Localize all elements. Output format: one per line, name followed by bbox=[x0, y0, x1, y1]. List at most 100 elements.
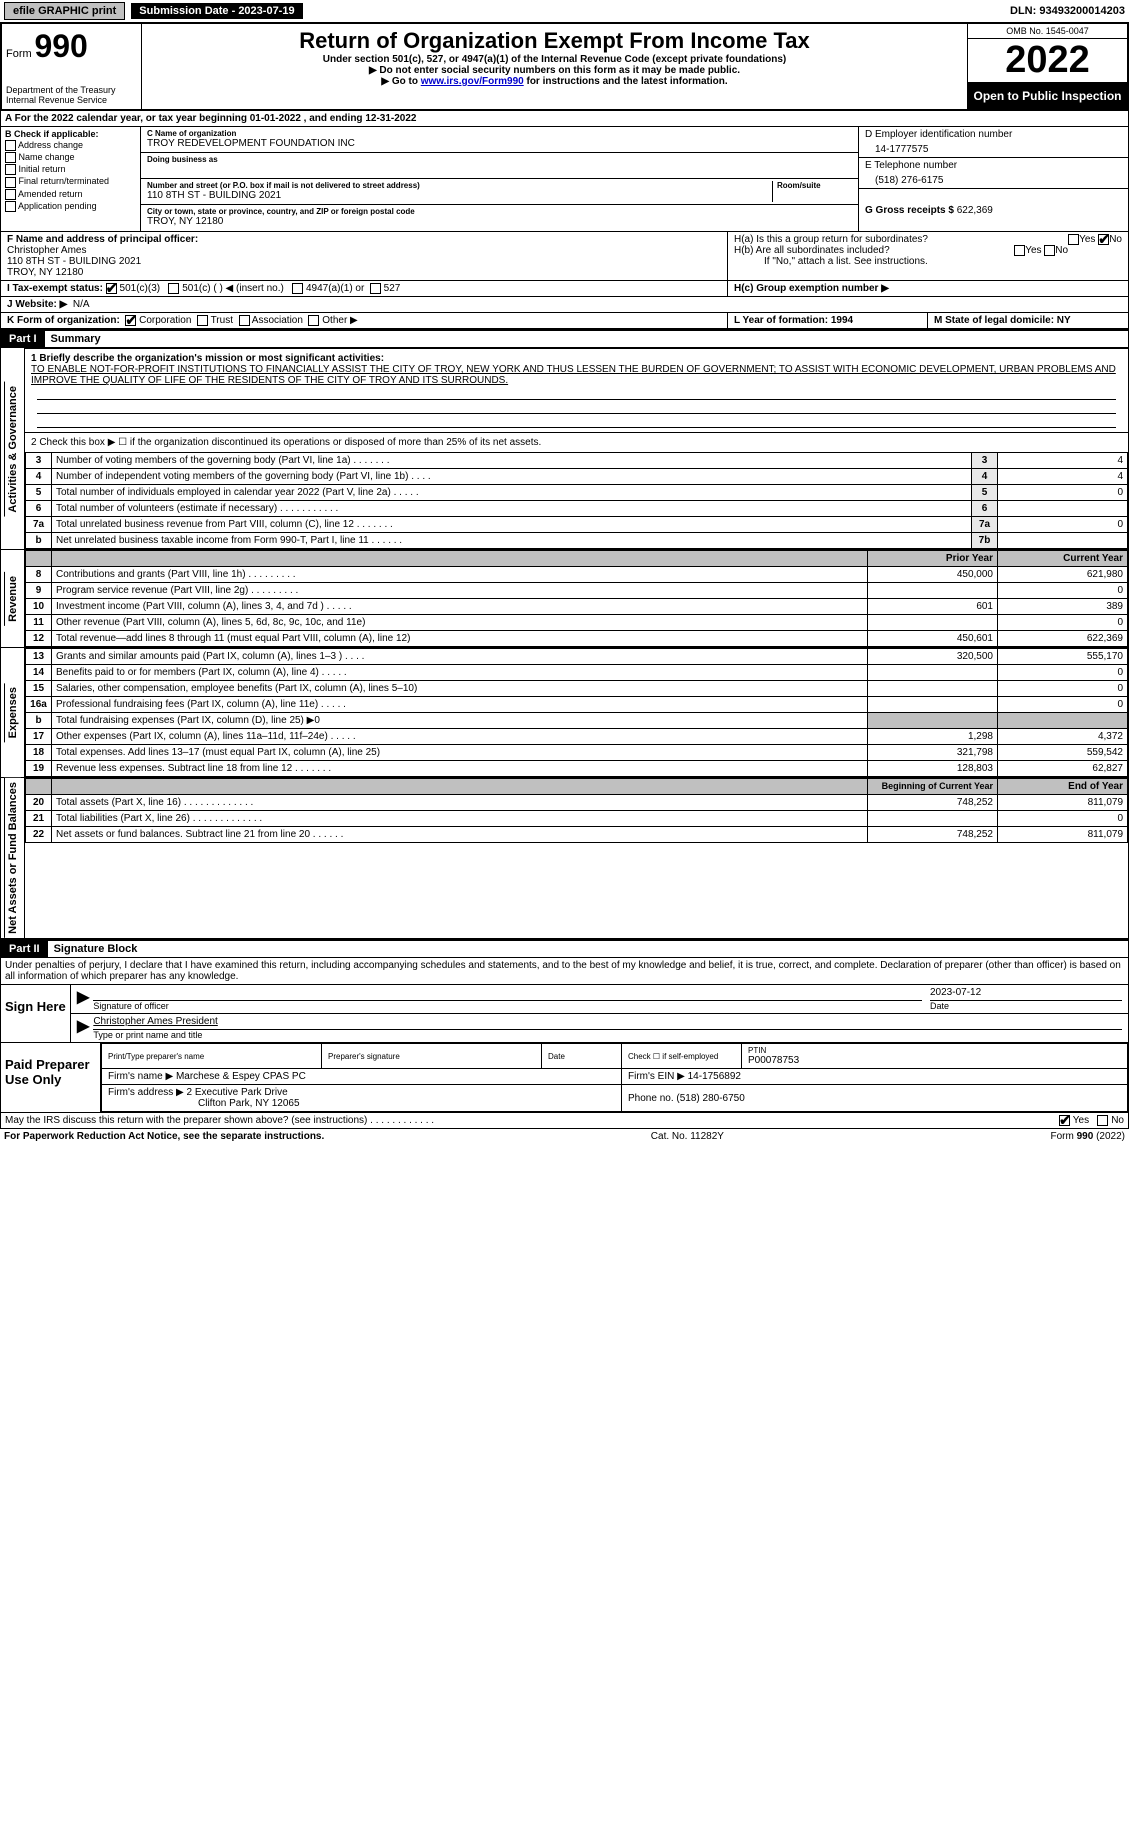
ha-no-box[interactable] bbox=[1098, 234, 1109, 245]
table-row: 8Contributions and grants (Part VIII, li… bbox=[26, 567, 1128, 583]
paid-label: Paid Preparer Use Only bbox=[1, 1043, 101, 1112]
table-row: 17Other expenses (Part IX, column (A), l… bbox=[26, 729, 1128, 745]
assoc-box[interactable] bbox=[239, 315, 250, 326]
table-row: 13Grants and similar amounts paid (Part … bbox=[26, 649, 1128, 665]
room-label: Room/suite bbox=[777, 181, 852, 190]
hc-label: H(c) Group exemption number ▶ bbox=[734, 283, 889, 294]
chk-address[interactable]: Address change bbox=[5, 140, 136, 151]
part1-header: Part I Summary bbox=[0, 329, 1129, 348]
row-j: J Website: ▶ N/A bbox=[0, 297, 1129, 313]
website-row: J Website: ▶ N/A bbox=[1, 297, 1128, 312]
sub3-post: for instructions and the latest informat… bbox=[524, 76, 728, 87]
table-row: 11Other revenue (Part VIII, column (A), … bbox=[26, 615, 1128, 631]
chk-name[interactable]: Name change bbox=[5, 152, 136, 163]
governance-section: Activities & Governance 1 Briefly descri… bbox=[0, 348, 1129, 550]
officer-info: F Name and address of principal officer:… bbox=[1, 232, 728, 280]
row-a-text: A For the 2022 calendar year, or tax yea… bbox=[5, 113, 416, 124]
dba-cell: Doing business as bbox=[141, 153, 858, 179]
chk-amended[interactable]: Amended return bbox=[5, 189, 136, 200]
blank-line-1 bbox=[37, 386, 1116, 400]
ha-row: H(a) Is this a group return for subordin… bbox=[734, 234, 1122, 245]
tax-status: I Tax-exempt status: 501(c)(3) 501(c) ( … bbox=[1, 281, 728, 296]
date-label: Date bbox=[930, 1001, 1122, 1011]
q2: 2 Check this box ▶ ☐ if the organization… bbox=[25, 432, 1128, 452]
part1-title: Summary bbox=[45, 333, 101, 345]
firm-name-cell: Firm's name ▶ Marchese & Espey CPAS PC bbox=[102, 1069, 622, 1085]
pt-name-cell: Print/Type preparer's name bbox=[102, 1044, 322, 1069]
ein-value: 14-1777575 bbox=[865, 140, 1122, 155]
dln: DLN: 93493200014203 bbox=[1010, 5, 1125, 17]
hb-row: H(b) Are all subordinates included? Yes … bbox=[734, 245, 1122, 256]
street-cell: Number and street (or P.O. box if mail i… bbox=[141, 179, 858, 205]
efile-button[interactable]: efile GRAPHIC print bbox=[4, 2, 125, 20]
paid-preparer-block: Paid Preparer Use Only Print/Type prepar… bbox=[0, 1043, 1129, 1113]
phone-value: (518) 276-6175 bbox=[865, 171, 1122, 186]
501c3-box[interactable] bbox=[106, 283, 117, 294]
501c-box[interactable] bbox=[168, 283, 179, 294]
name-title-row: ▶ Christopher Ames President Type or pri… bbox=[71, 1014, 1128, 1042]
ha-yes-box[interactable] bbox=[1068, 234, 1079, 245]
table-header-row: Prior YearCurrent Year bbox=[26, 551, 1128, 567]
irs-link[interactable]: www.irs.gov/Form990 bbox=[421, 76, 524, 87]
table-row: 15Salaries, other compensation, employee… bbox=[26, 681, 1128, 697]
hb-no-box[interactable] bbox=[1044, 245, 1055, 256]
may-irs-row: May the IRS discuss this return with the… bbox=[0, 1113, 1129, 1129]
527-box[interactable] bbox=[370, 283, 381, 294]
table-row: 22Net assets or fund balances. Subtract … bbox=[26, 827, 1128, 843]
may-no-box[interactable] bbox=[1097, 1115, 1108, 1126]
hc-row: H(c) Group exemption number ▶ bbox=[728, 281, 1128, 296]
row-i: I Tax-exempt status: 501(c)(3) 501(c) ( … bbox=[0, 281, 1129, 297]
net-assets-section: Net Assets or Fund Balances Beginning of… bbox=[0, 778, 1129, 939]
city-label: City or town, state or province, country… bbox=[147, 207, 852, 216]
ha-label: H(a) Is this a group return for subordin… bbox=[734, 234, 928, 245]
chk-initial[interactable]: Initial return bbox=[5, 164, 136, 175]
corp-box[interactable] bbox=[125, 315, 136, 326]
website-value: N/A bbox=[73, 299, 90, 310]
hb-yes-box[interactable] bbox=[1014, 245, 1025, 256]
part2-header: Part II Signature Block bbox=[0, 939, 1129, 958]
gross-value: 622,369 bbox=[957, 205, 993, 216]
may-irs-text: May the IRS discuss this return with the… bbox=[5, 1115, 1059, 1126]
trust-box[interactable] bbox=[197, 315, 208, 326]
part2-badge: Part II bbox=[1, 941, 48, 957]
governance-table: 3Number of voting members of the governi… bbox=[25, 452, 1128, 549]
firm-addr-cell: Firm's address ▶ 2 Executive Park Drive … bbox=[102, 1085, 622, 1112]
form-label: Form bbox=[6, 48, 32, 60]
4947-box[interactable] bbox=[292, 283, 303, 294]
pt-check-cell[interactable]: Check ☐ if self-employed bbox=[622, 1044, 742, 1069]
arrow-icon: ▶ bbox=[77, 987, 89, 1011]
other-box[interactable] bbox=[308, 315, 319, 326]
col-b-checkboxes: B Check if applicable: Address change Na… bbox=[1, 127, 141, 231]
firm-phone-cell: Phone no. (518) 280-6750 bbox=[622, 1085, 1128, 1112]
arrow-icon-2: ▶ bbox=[77, 1016, 89, 1040]
chk-final[interactable]: Final return/terminated bbox=[5, 176, 136, 187]
chk-pending[interactable]: Application pending bbox=[5, 201, 136, 212]
f-label: F Name and address of principal officer: bbox=[7, 234, 198, 245]
subtitle-2: ▶ Do not enter social security numbers o… bbox=[146, 65, 963, 76]
hb-note: If "No," attach a list. See instructions… bbox=[734, 256, 1122, 267]
type-label: Type or print name and title bbox=[93, 1030, 1122, 1040]
org-name-label: C Name of organization bbox=[147, 129, 852, 138]
may-yes-box[interactable] bbox=[1059, 1115, 1070, 1126]
subtitle-1: Under section 501(c), 527, or 4947(a)(1)… bbox=[146, 54, 963, 65]
table-row: 3Number of voting members of the governi… bbox=[26, 453, 1128, 469]
part2-title: Signature Block bbox=[48, 943, 138, 955]
sig-officer-row: ▶ Signature of officer 2023-07-12 Date bbox=[71, 985, 1128, 1014]
form-header: Form 990 Department of the Treasury Inte… bbox=[0, 23, 1129, 111]
table-row: 6Total number of volunteers (estimate if… bbox=[26, 501, 1128, 517]
blank-line-3 bbox=[37, 414, 1116, 428]
side-governance: Activities & Governance bbox=[1, 348, 25, 549]
omb-number: OMB No. 1545-0047 bbox=[968, 24, 1127, 39]
phone-cell: E Telephone number (518) 276-6175 bbox=[859, 158, 1128, 189]
col-c-org-info: C Name of organization TROY REDEVELOPMEN… bbox=[141, 127, 858, 231]
row-k: K Form of organization: Corporation Trus… bbox=[0, 313, 1129, 329]
org-name: TROY REDEVELOPMENT FOUNDATION INC bbox=[147, 138, 852, 149]
table-header-row: Beginning of Current YearEnd of Year bbox=[26, 779, 1128, 795]
org-name-cell: C Name of organization TROY REDEVELOPMEN… bbox=[141, 127, 858, 153]
title-center: Return of Organization Exempt From Incom… bbox=[142, 24, 967, 109]
tax-year: 2022 bbox=[968, 39, 1127, 83]
table-row: 21Total liabilities (Part X, line 26) . … bbox=[26, 811, 1128, 827]
revenue-table: Prior YearCurrent Year8Contributions and… bbox=[25, 550, 1128, 647]
pt-date-cell: Date bbox=[542, 1044, 622, 1069]
table-row: 14Benefits paid to or for members (Part … bbox=[26, 665, 1128, 681]
